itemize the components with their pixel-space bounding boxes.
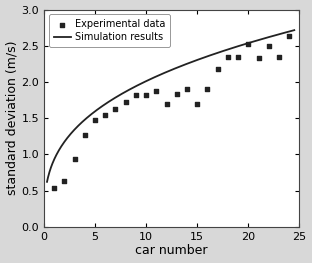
Experimental data (134, 93, 139, 97)
Experimental data (236, 54, 241, 59)
Simulation results (192, 59, 196, 63)
Experimental data (103, 113, 108, 117)
X-axis label: car number: car number (135, 244, 208, 257)
Experimental data (174, 92, 179, 96)
Experimental data (52, 186, 57, 190)
Experimental data (256, 56, 261, 60)
Experimental data (72, 157, 77, 161)
Experimental data (195, 102, 200, 106)
Simulation results (164, 71, 168, 74)
Experimental data (154, 89, 159, 93)
Simulation results (248, 41, 251, 44)
Experimental data (215, 67, 220, 71)
Simulation results (292, 29, 296, 32)
Experimental data (225, 54, 230, 59)
Experimental data (276, 54, 281, 59)
Experimental data (62, 179, 67, 183)
Experimental data (164, 102, 169, 106)
Legend: Experimental data, Simulation results: Experimental data, Simulation results (49, 14, 170, 47)
Simulation results (163, 71, 166, 74)
Y-axis label: standard deviation (m/s): standard deviation (m/s) (6, 41, 18, 195)
Experimental data (205, 87, 210, 91)
Experimental data (123, 99, 128, 104)
Experimental data (266, 44, 271, 48)
Experimental data (82, 133, 87, 137)
Experimental data (287, 34, 292, 38)
Simulation results (179, 65, 183, 68)
Experimental data (93, 118, 98, 123)
Experimental data (246, 42, 251, 46)
Line: Simulation results: Simulation results (47, 30, 294, 182)
Simulation results (45, 180, 49, 183)
Experimental data (144, 93, 149, 97)
Simulation results (286, 30, 290, 33)
Experimental data (113, 107, 118, 111)
Experimental data (184, 87, 189, 91)
